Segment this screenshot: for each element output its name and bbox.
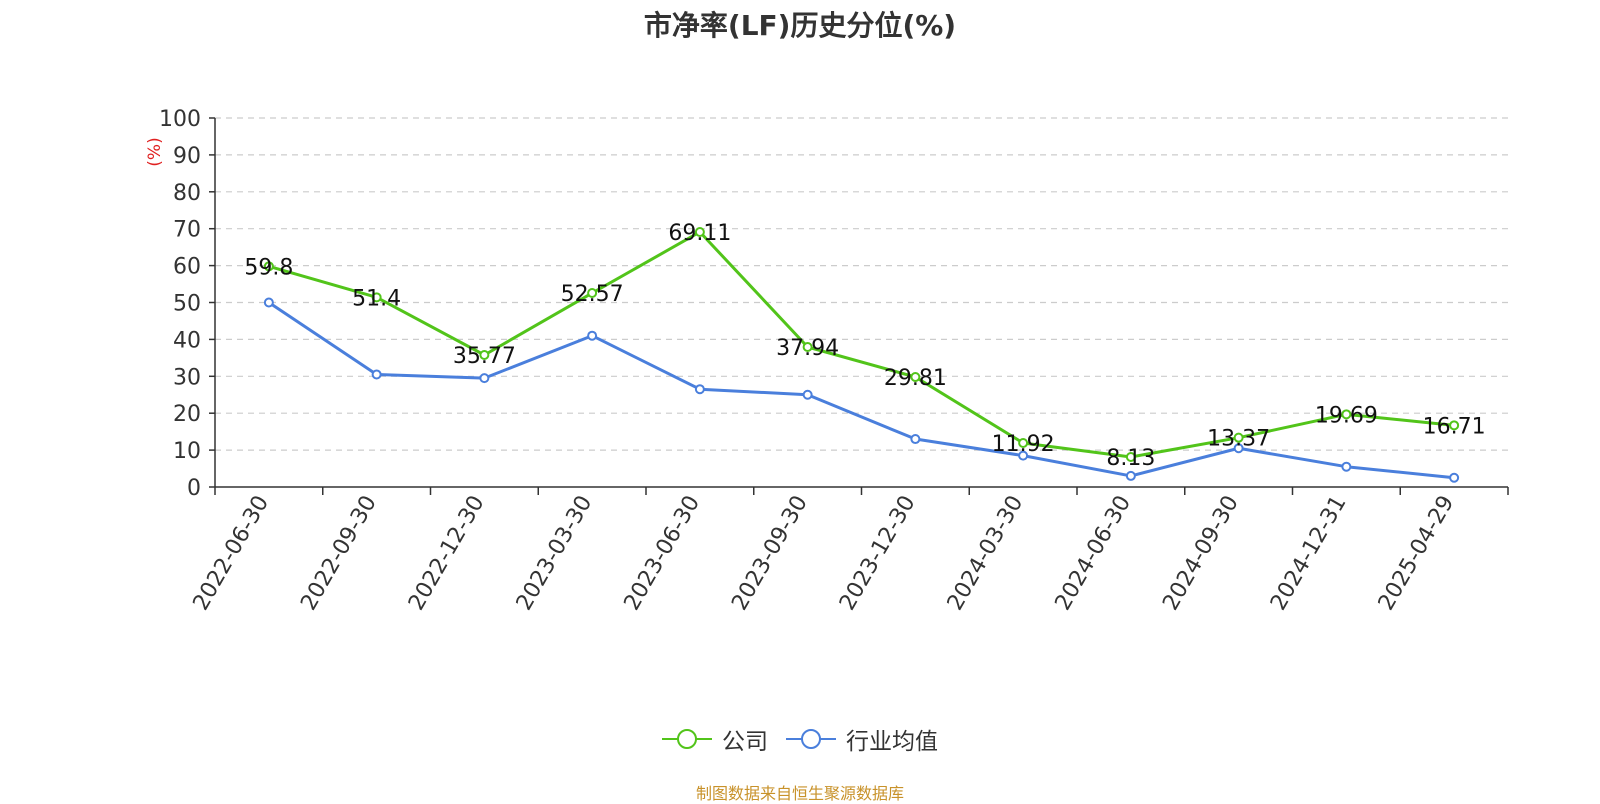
data-label: 11.92: [992, 432, 1055, 457]
series-lines: [263, 226, 1460, 483]
x-tick-label: 2023-06-30: [619, 492, 705, 615]
x-tick-label: 2025-04-29: [1374, 492, 1460, 615]
data-label: 35.77: [453, 344, 516, 369]
data-point: [1233, 443, 1244, 454]
x-tick-label: 2022-12-30: [404, 492, 490, 615]
y-axis-label: (%): [145, 137, 165, 166]
legend-label-industry-average: 行业均值: [846, 729, 938, 755]
data-point: [694, 384, 705, 395]
data-label: 52.57: [561, 282, 624, 307]
x-tick-label: 2023-09-30: [727, 492, 813, 615]
series-line-1: [268, 301, 1455, 480]
legend-item-industry-average[interactable]: 行业均值: [786, 722, 938, 756]
legend-marker-industry-average: [786, 729, 836, 749]
data-point: [263, 261, 274, 272]
x-tick-label: 2022-06-30: [188, 492, 274, 615]
data-point: [694, 226, 705, 237]
data-label: 37.94: [776, 336, 839, 361]
data-point: [1018, 438, 1029, 449]
data-label: 8.13: [1106, 446, 1155, 471]
y-tick-label: 0: [187, 476, 201, 501]
x-tick-label: 2024-03-30: [943, 492, 1029, 615]
x-tick-label: 2023-12-30: [835, 492, 921, 615]
data-label: 19.69: [1315, 403, 1378, 428]
data-label: 13.37: [1207, 427, 1270, 452]
data-point: [479, 350, 490, 361]
data-label: 51.4: [352, 286, 401, 311]
y-tick-label: 10: [173, 439, 201, 464]
data-point: [1341, 461, 1352, 472]
series-line-0: [268, 230, 1455, 459]
y-tick-label: 90: [173, 144, 201, 169]
y-tick-label: 100: [159, 107, 201, 132]
data-point: [1125, 470, 1136, 481]
x-tick-label: 2022-09-30: [296, 492, 382, 615]
y-tick-label: 40: [173, 328, 201, 353]
data-point: [802, 389, 813, 400]
data-point: [371, 292, 382, 303]
data-label: 59.8: [244, 255, 293, 280]
data-point: [910, 434, 921, 445]
grid-lines: [215, 117, 1508, 451]
y-tick-label: 50: [173, 292, 201, 317]
data-point: [802, 342, 813, 353]
y-tick-label: 70: [173, 218, 201, 243]
data-point: [1125, 452, 1136, 463]
data-point: [1449, 420, 1460, 431]
y-tick-label: 60: [173, 255, 201, 280]
data-point: [371, 369, 382, 380]
data-labels: 59.8 51.4 35.77 52.57 69.11 37.94 29.81 11.92 8.…: [244, 221, 1485, 471]
legend-label-company: 公司: [722, 729, 768, 755]
x-tick-label: 2024-09-30: [1158, 492, 1244, 615]
legend-item-company[interactable]: 公司: [662, 722, 768, 756]
source-note: 制图数据来自恒生聚源数据库: [695, 784, 904, 803]
y-tick-label: 20: [173, 402, 201, 427]
data-label: 29.81: [884, 366, 947, 391]
data-point: [1233, 432, 1244, 443]
data-point: [479, 373, 490, 384]
data-point: [1018, 450, 1029, 461]
data-label: 16.71: [1423, 414, 1486, 439]
data-point: [910, 372, 921, 383]
y-tick-label: 30: [173, 365, 201, 390]
data-point: [1341, 409, 1352, 420]
data-label: 69.11: [668, 221, 731, 246]
data-point: [263, 297, 274, 308]
data-point: [587, 288, 598, 299]
y-tick-label: 80: [173, 181, 201, 206]
x-tick-label: 2023-03-30: [512, 492, 598, 615]
legend: 公司 行业均值: [0, 722, 1600, 756]
data-point: [587, 330, 598, 341]
x-tick-label: 2024-06-30: [1050, 492, 1136, 615]
data-point: [1449, 472, 1460, 483]
chart-title: 市净率(LF)历史分位(%): [643, 9, 957, 42]
legend-marker-company: [662, 729, 712, 749]
x-tick-label: 2024-12-31: [1266, 492, 1352, 615]
